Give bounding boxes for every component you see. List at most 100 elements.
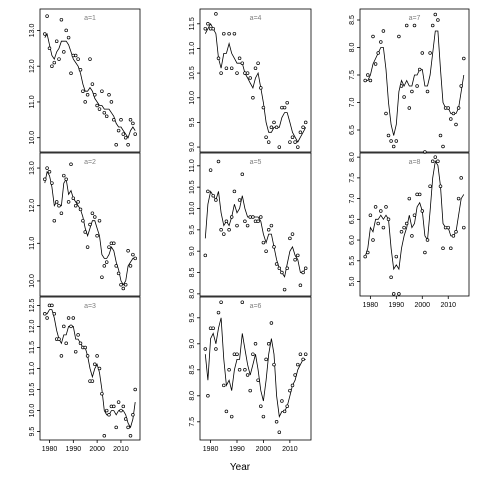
data-point bbox=[43, 177, 47, 182]
y-tick-label: 10.0 bbox=[189, 91, 196, 105]
data-point bbox=[66, 316, 71, 320]
data-point bbox=[57, 57, 61, 61]
data-point bbox=[131, 413, 135, 417]
data-point bbox=[272, 362, 276, 367]
data-point bbox=[303, 120, 308, 125]
data-point bbox=[407, 196, 412, 201]
data-point bbox=[366, 250, 370, 255]
data-point bbox=[100, 275, 104, 279]
x-tick-label: 1990 bbox=[229, 446, 245, 453]
data-point bbox=[47, 46, 52, 51]
data-point bbox=[404, 23, 409, 28]
data-point bbox=[386, 217, 391, 222]
data-point bbox=[384, 111, 388, 116]
data-point bbox=[116, 271, 121, 276]
data-point bbox=[379, 40, 383, 44]
data-point bbox=[109, 100, 114, 104]
data-point bbox=[211, 26, 215, 31]
data-point bbox=[410, 234, 414, 238]
data-point bbox=[256, 61, 260, 65]
x-tick-label: 2000 bbox=[256, 446, 272, 453]
data-point bbox=[261, 240, 266, 245]
data-point bbox=[269, 223, 274, 228]
data-point bbox=[237, 368, 242, 372]
data-point bbox=[64, 177, 68, 182]
data-point bbox=[433, 155, 438, 159]
data-point bbox=[384, 205, 388, 209]
data-point bbox=[104, 408, 109, 413]
data-point bbox=[73, 349, 78, 354]
data-point bbox=[222, 383, 226, 388]
panel-label: a=8 bbox=[409, 159, 421, 166]
data-point bbox=[214, 198, 218, 202]
data-point bbox=[83, 345, 87, 350]
y-tick-label: 7.0 bbox=[349, 98, 356, 108]
y-tick-label: 9.5 bbox=[29, 427, 36, 437]
y-tick-label: 12.0 bbox=[29, 59, 36, 73]
data-point bbox=[216, 159, 221, 164]
data-point bbox=[290, 232, 295, 236]
fit-line bbox=[204, 22, 307, 143]
data-point bbox=[451, 234, 456, 238]
data-point bbox=[266, 228, 271, 232]
data-point bbox=[251, 96, 255, 100]
panel-7: a=3 9.5 10.0 10.5 11.0 11.5 12.0 12.5 1980 1990 20… bbox=[29, 296, 141, 453]
data-point bbox=[240, 172, 245, 177]
fit-line bbox=[204, 317, 306, 418]
data-point bbox=[296, 253, 300, 258]
x-tick-label: 1990 bbox=[66, 446, 82, 453]
data-point bbox=[81, 89, 85, 93]
data-point bbox=[222, 232, 226, 236]
data-point bbox=[114, 143, 118, 147]
data-point bbox=[76, 333, 80, 337]
data-point bbox=[229, 215, 234, 219]
panel-4: a=2 10.0 11.0 12.0 13.0 bbox=[29, 152, 141, 297]
panel-label: a=7 bbox=[409, 15, 421, 22]
panel-5: a=5 8.0 8.5 9.0 9.5 10.0 10.5 11.0 bbox=[189, 152, 312, 299]
data-point bbox=[394, 139, 399, 143]
x-tick-label: 2010 bbox=[113, 446, 129, 453]
data-point bbox=[224, 219, 229, 224]
panel-label: a=1 bbox=[84, 15, 96, 22]
data-point bbox=[227, 368, 231, 372]
data-point bbox=[245, 223, 250, 228]
data-point bbox=[97, 107, 102, 111]
y-tick-label: 9.5 bbox=[189, 225, 196, 235]
y-tick-label: 7.0 bbox=[349, 194, 356, 204]
data-point bbox=[112, 118, 116, 122]
panel-label: a=4 bbox=[250, 15, 262, 22]
data-point bbox=[269, 125, 274, 130]
y-tick-label: 10.0 bbox=[189, 202, 196, 216]
data-point bbox=[253, 342, 258, 346]
data-point bbox=[371, 238, 375, 242]
panel-frame bbox=[39, 152, 141, 297]
data-point bbox=[69, 324, 73, 329]
data-point bbox=[301, 357, 305, 362]
panel-frame bbox=[39, 8, 141, 153]
data-point bbox=[107, 413, 111, 417]
fit-line bbox=[44, 32, 136, 139]
data-point bbox=[371, 34, 375, 39]
x-tick-label: 2010 bbox=[282, 446, 298, 453]
data-point bbox=[88, 57, 92, 61]
y-tick-label: 8.5 bbox=[189, 268, 196, 278]
fit-line bbox=[204, 190, 307, 278]
data-point bbox=[285, 404, 289, 408]
data-point bbox=[73, 203, 78, 208]
data-point bbox=[206, 22, 210, 26]
data-point bbox=[274, 262, 279, 266]
data-point bbox=[45, 316, 49, 320]
y-tick-label: 8.0 bbox=[189, 289, 196, 299]
data-point bbox=[229, 414, 234, 419]
y-tick-label: 8.5 bbox=[189, 365, 196, 375]
data-point bbox=[363, 254, 367, 259]
data-point bbox=[280, 270, 284, 275]
panel-frame bbox=[199, 152, 312, 297]
data-point bbox=[301, 125, 305, 130]
data-point bbox=[243, 368, 247, 372]
data-point bbox=[428, 184, 432, 188]
data-point bbox=[451, 111, 456, 116]
data-point bbox=[430, 159, 435, 164]
panel-frame bbox=[359, 152, 470, 297]
data-point bbox=[376, 221, 380, 226]
